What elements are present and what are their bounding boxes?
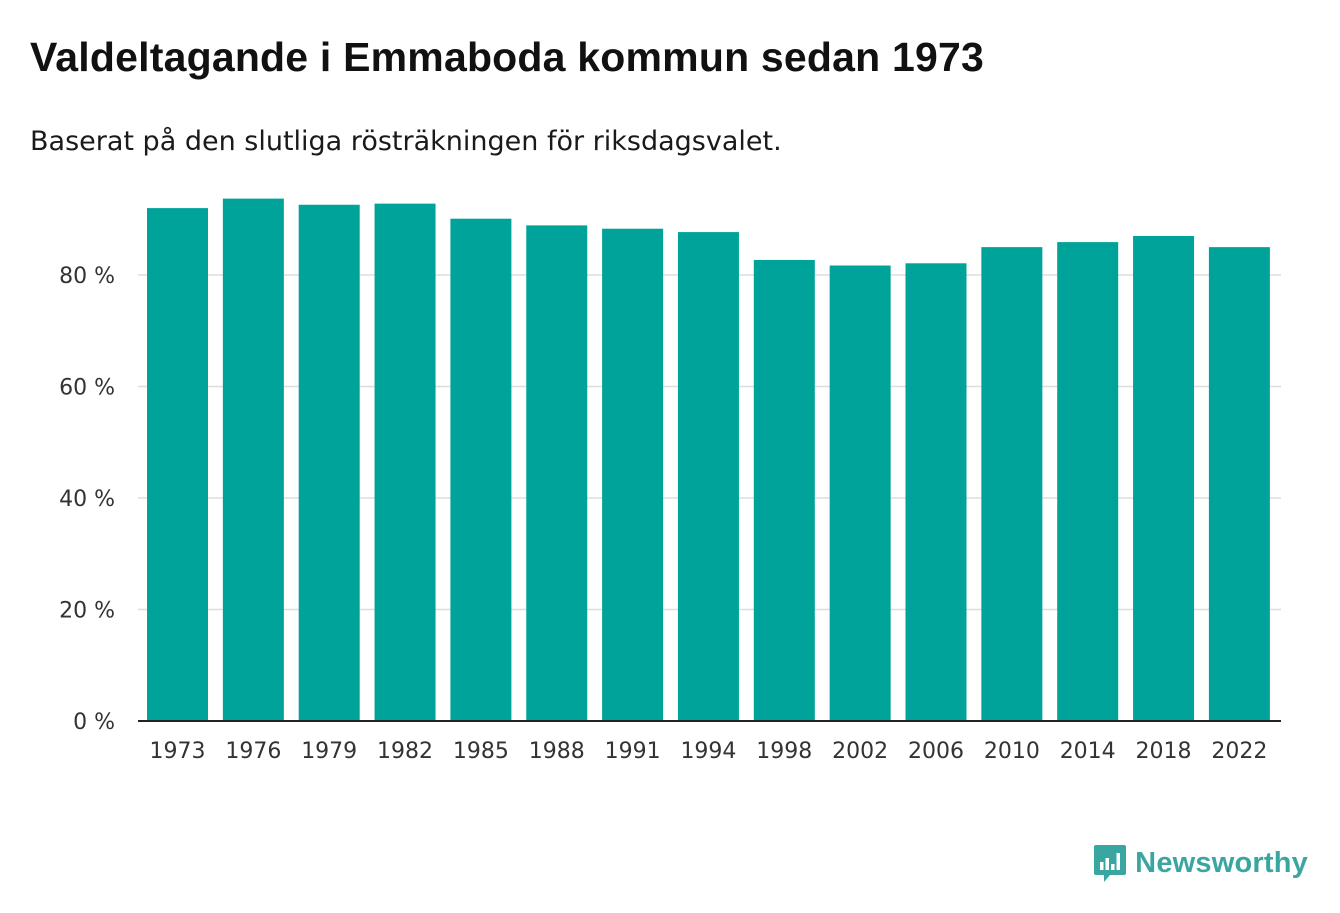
x-tick-label: 1994: [680, 739, 736, 764]
x-tick-label: 2002: [832, 739, 888, 764]
x-tick-label: 1976: [225, 739, 281, 764]
newsworthy-logo-icon: [1094, 845, 1127, 882]
x-tick-label: 2014: [1060, 739, 1116, 764]
bar: [147, 208, 208, 722]
bar: [1208, 247, 1270, 721]
x-tick-label: 2006: [908, 739, 964, 764]
y-tick-label: 40 %: [59, 487, 115, 512]
bar: [1133, 235, 1195, 721]
bar: [602, 228, 664, 722]
x-tick-label: 1985: [453, 739, 509, 764]
bar: [526, 225, 588, 721]
brand-logo: Newsworthy: [1093, 843, 1308, 883]
y-tick-label: 60 %: [59, 376, 115, 401]
y-tick-label: 20 %: [59, 599, 115, 624]
bar: [450, 218, 512, 721]
brand-name: Newsworthy: [1135, 846, 1308, 879]
y-tick-label: 80 %: [59, 264, 115, 289]
x-tick-label: 1988: [529, 739, 585, 764]
x-tick-label: 2018: [1136, 739, 1192, 764]
bar: [829, 265, 891, 721]
bar: [753, 259, 815, 721]
bar: [222, 198, 284, 721]
x-tick-label: 1982: [377, 739, 433, 764]
x-tick-label: 1973: [150, 739, 206, 764]
x-tick-label: 2010: [984, 739, 1040, 764]
x-tick-label: 1979: [301, 739, 357, 764]
bar: [905, 263, 967, 721]
x-tick-label: 1998: [756, 739, 812, 764]
bar: [374, 203, 436, 721]
chart-title: Valdeltagande i Emmaboda kommun sedan 19…: [30, 34, 985, 80]
bar: [677, 232, 739, 721]
bar: [298, 204, 360, 721]
bar-chart: 0 % 20 % 40 % 60 % 80 % 1973 1976 1979 1982 1985 1…: [59, 198, 1281, 764]
x-tick-label: 2022: [1211, 739, 1267, 764]
chart-subtitle: Baserat på den slutliga rösträkningen fö…: [30, 126, 782, 157]
x-tick-label: 1991: [605, 739, 661, 764]
bar: [981, 247, 1043, 721]
bar: [1057, 242, 1119, 722]
y-tick-label: 0 %: [73, 710, 115, 735]
